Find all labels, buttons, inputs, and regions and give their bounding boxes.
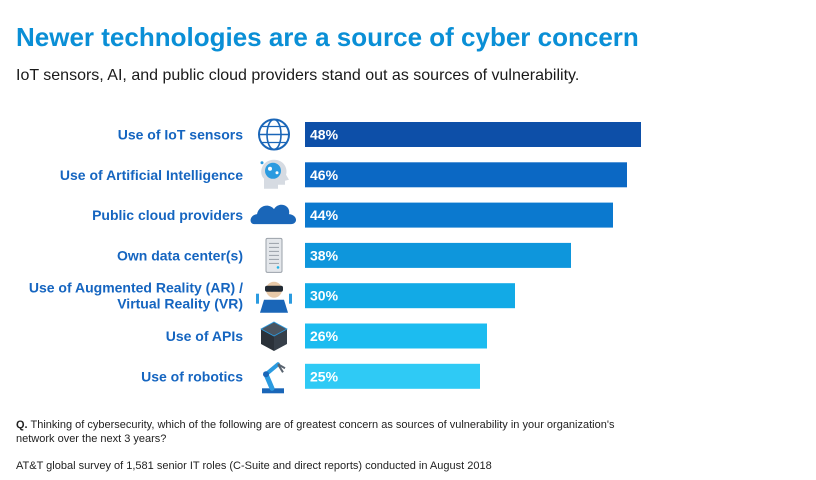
bar-chart: Use of IoT sensors 48% Use of Artificial I… — [29, 118, 641, 394]
server-tower-icon — [265, 237, 283, 273]
bar-value-label: 46% — [310, 167, 339, 183]
chart-subtitle: IoT sensors, AI, and public cloud provid… — [16, 67, 580, 84]
bar — [305, 323, 487, 349]
bar — [305, 363, 480, 389]
category-label: Public cloud providers — [92, 207, 243, 223]
robot-arm-icon — [262, 362, 286, 394]
bar — [305, 162, 627, 188]
category-label: Own data center(s) — [117, 247, 243, 263]
category-label: Use of Artificial Intelligence — [60, 167, 243, 183]
vr-headset-person-icon — [256, 281, 292, 313]
question-text: Thinking of cybersecurity, which of the … — [16, 419, 615, 445]
bar — [305, 242, 571, 268]
survey-question: Q. Thinking of cybersecurity, which of t… — [16, 418, 656, 446]
category-label: Use of robotics — [141, 368, 243, 384]
category-label: Use of APIs — [166, 328, 243, 344]
bar-value-label: 25% — [310, 368, 339, 384]
globe-icon — [258, 118, 290, 151]
brain-head-icon — [260, 159, 289, 189]
cloud-icon — [250, 204, 297, 225]
bar-value-label: 48% — [310, 127, 339, 143]
bar-value-label: 44% — [310, 207, 339, 223]
bar — [305, 122, 641, 147]
bar-value-label: 30% — [310, 288, 339, 304]
category-label: Use of IoT sensors — [118, 127, 243, 143]
bar — [305, 283, 515, 309]
bar — [305, 202, 613, 228]
cube-icon — [260, 321, 288, 351]
question-prefix: Q. — [16, 419, 28, 431]
bar-value-label: 38% — [310, 247, 339, 263]
chart-title: Newer technologies are a source of cyber… — [16, 22, 639, 52]
bar-value-label: 26% — [310, 328, 339, 344]
source-note: AT&T global survey of 1,581 senior IT ro… — [16, 460, 492, 472]
category-label: Use of Augmented Reality (AR) / Virtual R… — [29, 280, 243, 312]
